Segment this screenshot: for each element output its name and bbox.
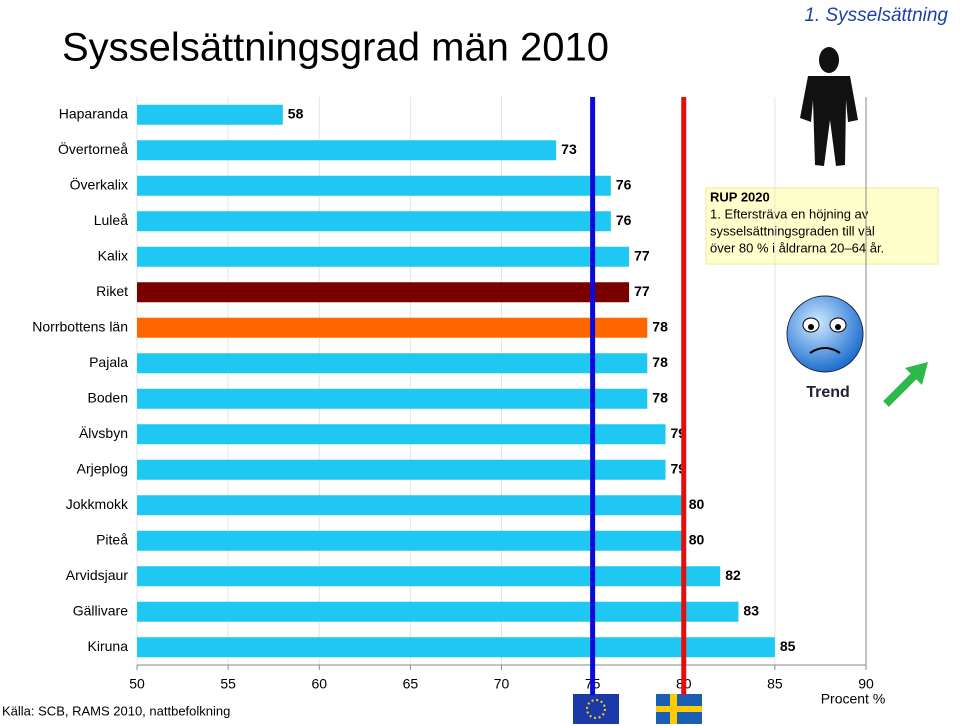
x-tick-label: 50	[129, 676, 145, 692]
value-label: 80	[689, 496, 705, 512]
y-tick-label: Arvidsjaur	[66, 567, 129, 583]
y-tick-label: Norrbottens län	[32, 318, 128, 334]
annotation-title: RUP 2020	[710, 189, 770, 204]
sweden-flag	[656, 694, 702, 724]
bar	[137, 246, 630, 267]
y-tick-label: Överkalix	[70, 175, 128, 192]
bar	[137, 104, 283, 125]
bar	[137, 211, 611, 232]
value-label: 77	[634, 247, 650, 263]
bar	[137, 459, 666, 480]
y-tick-label: Jokkmokk	[66, 496, 129, 512]
bar	[137, 530, 684, 551]
y-tick-label: Riket	[96, 283, 128, 299]
value-label: 76	[616, 212, 632, 228]
bar	[137, 637, 775, 658]
y-tick-label: Luleå	[94, 212, 128, 228]
value-label: 83	[743, 602, 759, 618]
trend-label: Trend	[806, 384, 850, 401]
y-tick-label: Gällivare	[73, 602, 128, 618]
bar	[137, 317, 648, 338]
value-label: 78	[652, 354, 668, 370]
value-label: 77	[634, 283, 650, 299]
bar	[137, 388, 648, 409]
y-tick-label: Arjeplog	[77, 460, 128, 476]
y-tick-label: Älvsbyn	[79, 425, 128, 441]
y-tick-label: Kalix	[98, 247, 128, 263]
value-label: 80	[689, 531, 705, 547]
bar	[137, 282, 630, 303]
bar	[137, 424, 666, 445]
bar	[137, 353, 648, 374]
value-label: 78	[652, 318, 668, 334]
value-label: 82	[725, 567, 741, 583]
trend-arrow	[883, 362, 928, 407]
x-axis-title: Procent %	[821, 691, 886, 707]
smiley-icon	[786, 295, 864, 373]
man-icon	[800, 47, 858, 166]
annotation-line: 1. Eftersträva en höjning av	[710, 206, 869, 221]
y-tick-label: Kiruna	[88, 638, 129, 654]
y-tick-label: Haparanda	[59, 105, 128, 121]
bar	[137, 495, 684, 516]
value-label: 58	[288, 105, 304, 121]
y-tick-label: Pajala	[89, 354, 128, 370]
annotation-line: över 80 % i åldrarna 20–64 år.	[710, 240, 884, 255]
x-tick-label: 90	[858, 676, 874, 692]
x-tick-label: 55	[220, 676, 236, 692]
eu-flag	[573, 694, 619, 724]
chart-title: Sysselsättningsgrad män 2010	[62, 26, 609, 70]
bar	[137, 601, 739, 622]
bar	[137, 175, 611, 196]
annotation-box	[705, 187, 939, 265]
x-tick-label: 65	[403, 676, 419, 692]
bar	[137, 566, 721, 587]
section-label: 1. Sysselsättning	[804, 5, 948, 26]
source-note: Källa: SCB, RAMS 2010, nattbefolkning	[2, 703, 230, 718]
x-tick-label: 85	[767, 676, 783, 692]
bar	[137, 140, 557, 161]
value-label: 78	[652, 389, 668, 405]
value-label: 73	[561, 141, 577, 157]
value-label: 76	[616, 176, 632, 192]
x-tick-label: 60	[311, 676, 327, 692]
value-label: 85	[780, 638, 796, 654]
y-tick-label: Piteå	[96, 531, 128, 547]
y-tick-label: Övertorneå	[58, 140, 128, 157]
y-tick-label: Boden	[88, 389, 128, 405]
x-tick-label: 70	[494, 676, 510, 692]
annotation-line: sysselsättningsgraden till väl	[710, 223, 875, 238]
